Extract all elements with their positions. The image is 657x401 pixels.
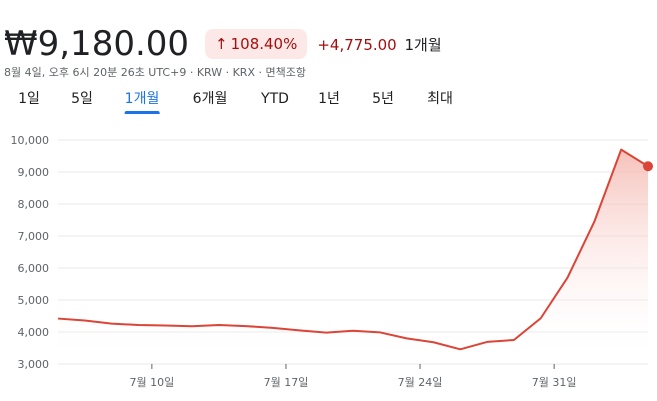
y-tick-label: 9,000 <box>18 166 50 179</box>
x-tick-label: 7월 31일 <box>532 375 577 389</box>
x-tick-label: 7월 10일 <box>129 375 174 389</box>
change-percent-badge: ↑ 108.40% <box>205 29 308 59</box>
tab-ytd[interactable]: YTD <box>261 91 289 107</box>
tab-max[interactable]: 최대 <box>427 91 453 107</box>
tab-1y[interactable]: 1년 <box>318 91 340 107</box>
tab-6m[interactable]: 6개월 <box>192 91 228 107</box>
x-tick-label: 7월 17일 <box>264 375 309 389</box>
quote-header: ₩9,180.00 ↑ 108.40% +4,775.00 1개월 <box>4 22 442 66</box>
change-period: 1개월 <box>404 35 442 54</box>
change-amount: +4,775.00 <box>317 35 397 54</box>
arrow-up-icon: ↑ <box>215 35 228 53</box>
area-fill <box>58 149 648 364</box>
y-tick-label: 7,000 <box>18 230 50 243</box>
tab-1d[interactable]: 1일 <box>18 91 40 107</box>
y-tick-label: 6,000 <box>18 262 50 275</box>
change-amount-group: +4,775.00 1개월 <box>317 34 441 55</box>
y-tick-label: 3,000 <box>18 358 50 371</box>
change-percent: 108.40% <box>230 35 298 53</box>
current-price: ₩9,180.00 <box>4 24 190 64</box>
tab-1m[interactable]: 1개월 <box>124 88 159 114</box>
range-tabs: 1일 5일 1개월 6개월 YTD 1년 5년 최대 <box>0 88 657 118</box>
y-tick-label: 8,000 <box>18 198 50 211</box>
y-tick-label: 5,000 <box>18 294 50 307</box>
price-chart[interactable]: 10,000 9,000 8,000 7,000 6,000 5,000 4,000 3,00… <box>0 118 657 401</box>
last-price-point <box>643 161 653 172</box>
y-tick-label: 10,000 <box>11 134 50 147</box>
price-line <box>57 148 649 351</box>
tab-5y[interactable]: 5년 <box>372 91 394 107</box>
tab-5d[interactable]: 5일 <box>71 91 93 107</box>
y-tick-label: 4,000 <box>18 326 50 339</box>
quote-meta: 8월 4일, 오후 6시 20분 26초 UTC+9 · KRW · KRX ·… <box>4 66 306 79</box>
x-tick-label: 7월 24일 <box>398 375 443 389</box>
